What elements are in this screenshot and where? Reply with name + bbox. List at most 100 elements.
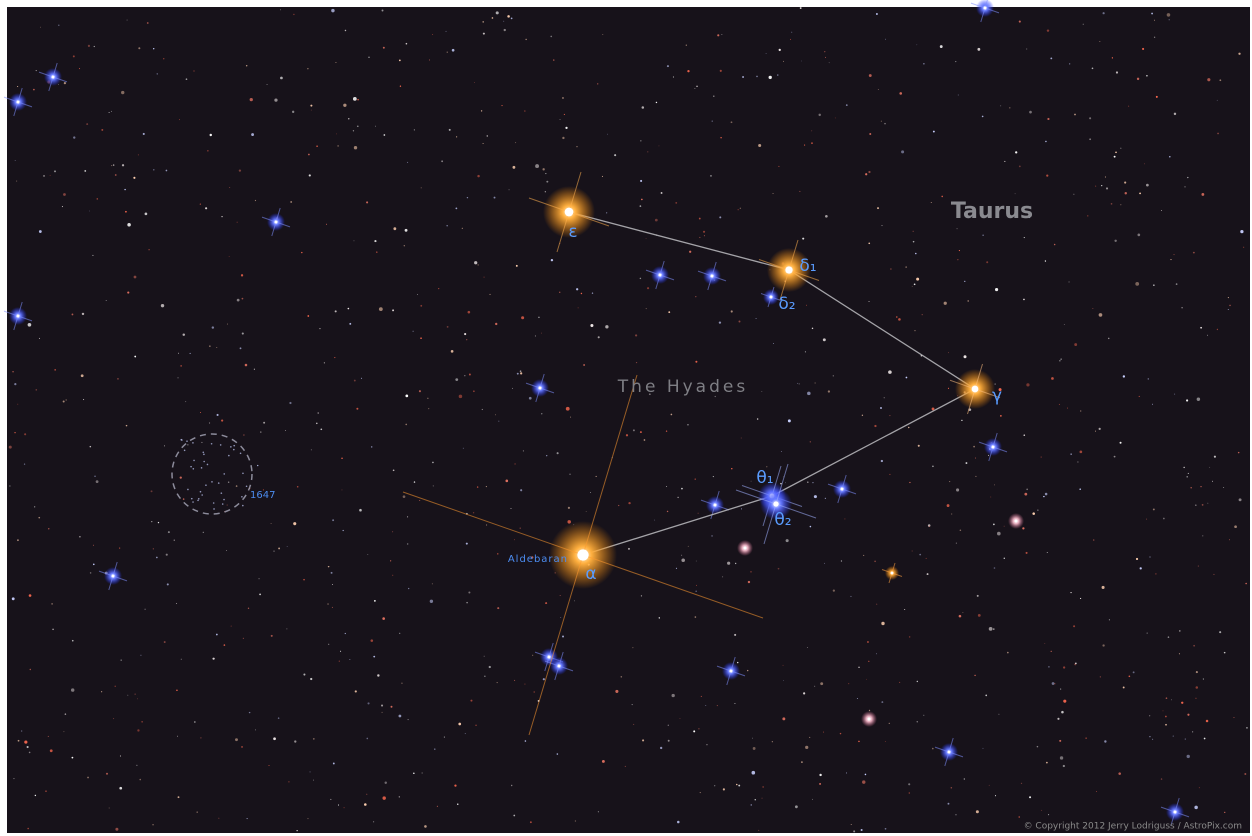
star-core [547,655,551,659]
star-core [658,273,662,277]
star [590,324,594,328]
star [268,764,270,766]
star [173,539,175,541]
star [142,132,145,135]
star-core [577,549,589,561]
star [567,520,571,524]
star [1050,650,1052,652]
star [288,781,290,783]
star [846,772,847,774]
star [995,288,999,292]
star [712,476,714,478]
star [392,309,395,312]
star [1207,502,1209,504]
star [1046,174,1049,177]
star [180,658,182,660]
star [52,628,54,631]
star [1152,738,1154,740]
star [1062,666,1066,669]
star [806,304,808,306]
star [778,48,781,52]
star [901,150,905,154]
cluster-star [205,484,207,486]
star [461,227,463,229]
star [730,310,733,313]
star [545,173,547,175]
star [353,379,356,382]
star [1233,717,1235,719]
star [685,44,687,46]
cluster-star [228,454,230,457]
star [482,21,485,23]
star [1223,487,1225,488]
star [246,817,248,820]
star [241,332,244,335]
star [713,95,715,97]
star [895,316,898,318]
star [524,683,526,685]
star [1113,455,1116,458]
star [1058,403,1061,406]
star [675,567,678,569]
star [1205,719,1209,723]
star [207,150,209,152]
star [811,130,813,132]
star [761,797,763,799]
star [1146,74,1148,77]
cluster-star [206,463,209,466]
star [399,632,401,634]
star [1037,509,1039,511]
star [962,612,964,613]
star [221,215,223,218]
star [928,525,931,527]
star [1146,518,1148,520]
star [354,690,357,693]
star [1155,95,1158,98]
star [101,128,104,131]
star [1237,451,1240,454]
star [1149,556,1151,558]
star [243,434,245,436]
star [1048,814,1050,816]
cluster-star [221,503,224,505]
star [955,61,957,63]
star [647,151,649,153]
star [947,387,950,389]
star [35,70,37,72]
star [332,519,335,522]
star [639,277,642,280]
star [40,26,42,28]
star [615,689,619,693]
star [809,441,811,443]
star [1147,378,1149,380]
star [334,310,337,313]
star [482,32,485,35]
star [497,607,500,610]
star [923,62,925,65]
cluster-star [199,490,202,493]
star [328,643,330,645]
constellation-label: Taurus [951,199,1033,224]
star [1000,105,1002,107]
star [1003,557,1005,559]
cluster-star [181,439,183,441]
star [597,811,599,813]
star [493,196,496,199]
cluster-star [217,482,220,484]
star [797,382,799,384]
star [310,677,313,681]
star [277,717,280,719]
star [1092,307,1094,309]
star [429,599,434,603]
star [646,287,650,290]
star [1046,29,1050,32]
cluster-star [233,448,235,451]
star-name: Aldebaran [508,554,568,565]
star [1139,192,1141,195]
star [819,782,822,785]
star [342,529,344,532]
star [1149,715,1151,717]
star [92,563,95,566]
star [601,175,603,177]
